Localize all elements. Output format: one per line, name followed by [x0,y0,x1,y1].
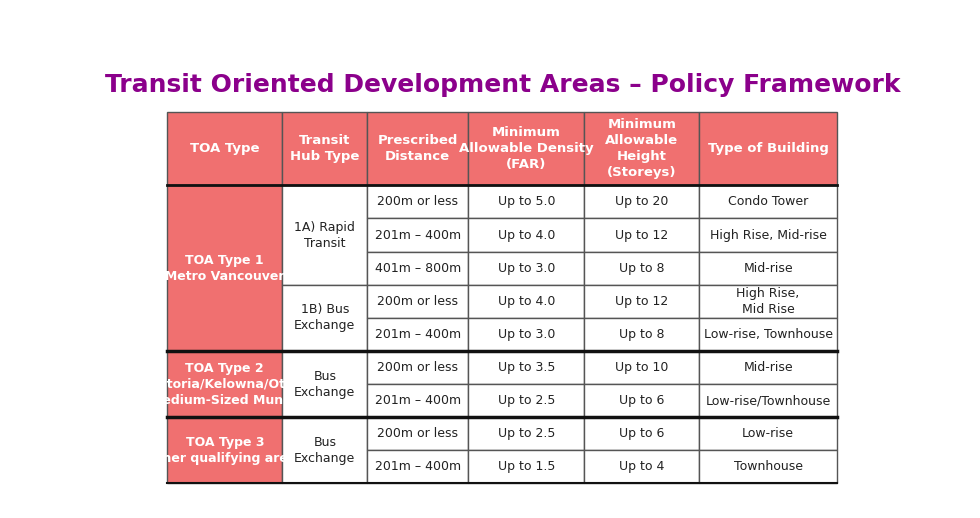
Bar [584,417,699,450]
Bar [468,285,584,318]
Text: Up to 6: Up to 6 [619,394,664,407]
Text: Up to 12: Up to 12 [615,228,668,241]
Text: TOA Type: TOA Type [190,142,260,155]
Bar [368,450,468,483]
Bar [168,351,282,417]
Text: 401m – 800m: 401m – 800m [374,262,461,275]
Text: Type of Building: Type of Building [708,142,828,155]
Text: Up to 20: Up to 20 [615,195,668,208]
Text: Up to 5.0: Up to 5.0 [498,195,555,208]
Text: Minimum
Allowable
Height
(Storeys): Minimum Allowable Height (Storeys) [606,118,678,179]
Bar [699,252,837,285]
Bar [468,219,584,252]
Text: TOA Type 2
(Victoria/Kelowna/Other
Medium-Sized Munis): TOA Type 2 (Victoria/Kelowna/Other Mediu… [140,362,309,407]
Text: 200m or less: 200m or less [377,295,459,308]
Text: Up to 4.0: Up to 4.0 [498,295,555,308]
Text: Transit Oriented Development Areas – Policy Framework: Transit Oriented Development Areas – Pol… [105,73,900,97]
Bar [699,417,837,450]
Bar [584,185,699,219]
Bar [584,351,699,384]
Bar [699,318,837,351]
Bar [368,252,468,285]
Text: Mid-rise: Mid-rise [743,361,793,374]
Bar [584,318,699,351]
Bar [368,112,468,185]
Text: Minimum
Allowable Density
(FAR): Minimum Allowable Density (FAR) [459,126,594,171]
Text: Condo Tower: Condo Tower [728,195,808,208]
Bar [368,318,468,351]
Bar [699,219,837,252]
Bar [584,219,699,252]
Text: Bus
Exchange: Bus Exchange [294,369,356,398]
Bar [282,285,368,351]
Text: Up to 8: Up to 8 [619,262,664,275]
Text: Low-rise/Townhouse: Low-rise/Townhouse [706,394,831,407]
Text: Up to 8: Up to 8 [619,328,664,341]
Bar [282,112,368,185]
Bar [468,318,584,351]
Bar [368,185,468,219]
Bar [584,112,699,185]
Bar [699,351,837,384]
Text: 201m – 400m: 201m – 400m [374,394,461,407]
Text: 200m or less: 200m or less [377,361,459,374]
Text: 1A) Rapid
Transit: 1A) Rapid Transit [294,221,355,250]
Text: 201m – 400m: 201m – 400m [374,328,461,341]
Bar [368,285,468,318]
Text: Low-rise, Townhouse: Low-rise, Townhouse [704,328,833,341]
Bar [282,417,368,483]
Text: Bus
Exchange: Bus Exchange [294,436,356,465]
Bar [368,351,468,384]
Text: Up to 3.5: Up to 3.5 [498,361,555,374]
Bar [699,384,837,417]
Bar [368,384,468,417]
Text: Townhouse: Townhouse [734,461,803,473]
Text: Up to 4: Up to 4 [619,461,664,473]
Text: Up to 6: Up to 6 [619,427,664,440]
Bar [468,417,584,450]
Text: Transit
Hub Type: Transit Hub Type [290,134,360,163]
Bar [168,417,282,483]
Text: Up to 10: Up to 10 [615,361,668,374]
Text: 201m – 400m: 201m – 400m [374,461,461,473]
Bar [699,112,837,185]
Text: Up to 1.5: Up to 1.5 [498,461,555,473]
Bar [468,384,584,417]
Text: High Rise, Mid-rise: High Rise, Mid-rise [710,228,826,241]
Text: TOA Type 1
(Metro Vancouver): TOA Type 1 (Metro Vancouver) [159,254,290,283]
Text: Up to 2.5: Up to 2.5 [498,427,555,440]
Bar [368,417,468,450]
Text: Up to 3.0: Up to 3.0 [498,328,555,341]
Bar [468,351,584,384]
Bar [699,185,837,219]
Text: Up to 4.0: Up to 4.0 [498,228,555,241]
Text: Prescribed
Distance: Prescribed Distance [377,134,458,163]
Bar [168,185,282,351]
Text: 200m or less: 200m or less [377,427,459,440]
Text: Up to 12: Up to 12 [615,295,668,308]
Bar [168,112,282,185]
Text: TOA Type 3
Other qualifying areas: TOA Type 3 Other qualifying areas [146,436,304,465]
Bar [584,450,699,483]
Bar [468,450,584,483]
Text: Up to 2.5: Up to 2.5 [498,394,555,407]
Bar [282,185,368,285]
Text: Low-rise: Low-rise [742,427,794,440]
Bar [699,450,837,483]
Bar [468,112,584,185]
Bar [699,285,837,318]
Text: 201m – 400m: 201m – 400m [374,228,461,241]
Bar [584,252,699,285]
Text: Mid-rise: Mid-rise [743,262,793,275]
Bar [282,351,368,417]
Bar [368,219,468,252]
Bar [584,285,699,318]
Bar [468,252,584,285]
Bar [584,384,699,417]
Text: 200m or less: 200m or less [377,195,459,208]
Text: 1B) Bus
Exchange: 1B) Bus Exchange [294,304,356,333]
Bar [468,185,584,219]
Text: Up to 3.0: Up to 3.0 [498,262,555,275]
Text: High Rise,
Mid Rise: High Rise, Mid Rise [736,287,800,316]
